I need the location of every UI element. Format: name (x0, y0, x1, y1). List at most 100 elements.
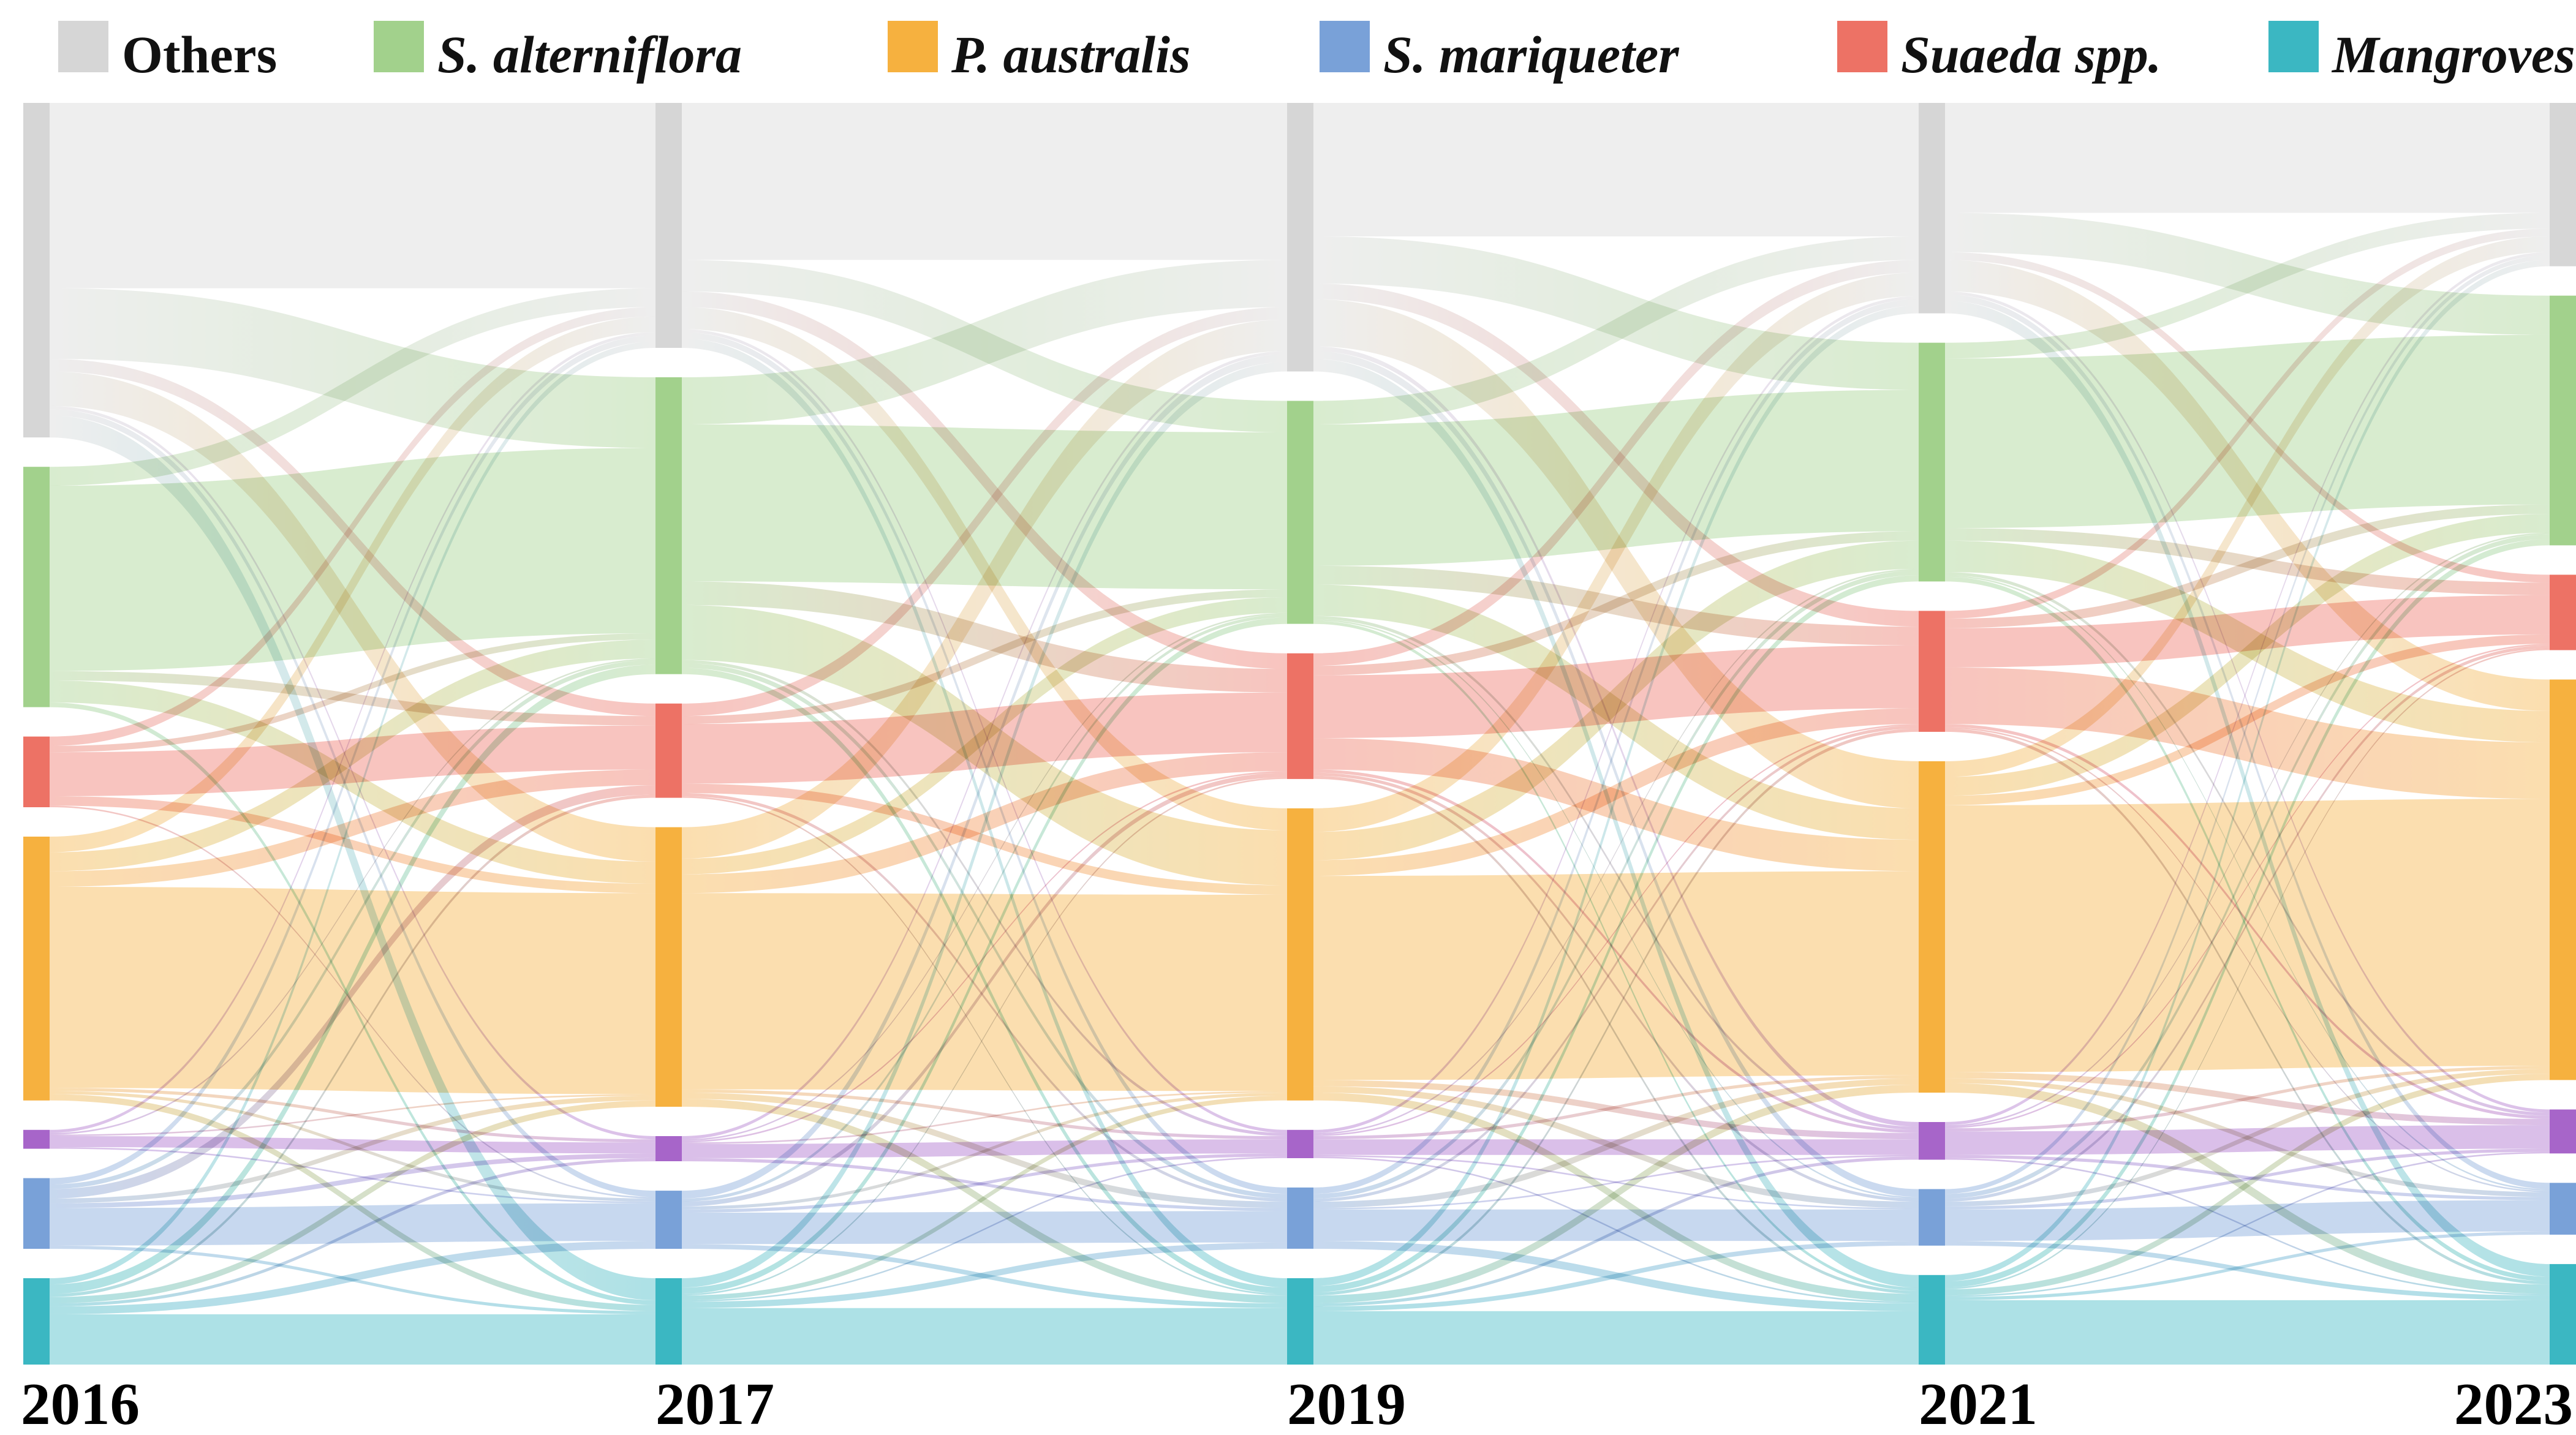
flow-2021-mangroves-to-2023-p-australis (1945, 1074, 2550, 1296)
flow-2016-s-mariqueter-to-2017-others (50, 335, 655, 1185)
node-2021-unlabeled-purple (1919, 1122, 1945, 1160)
flow-2017-p-australis-to-2019-others (682, 319, 1287, 859)
flow-2016-s-alterniflora-to-2017-s-alterniflora (50, 448, 655, 671)
flow-2016-mangroves-to-2017-s-alterniflora (50, 665, 655, 1294)
flow-2017-mangroves-to-2019-mangroves (682, 1308, 1287, 1365)
flow-2019-p-australis-to-2021-others (1313, 273, 1919, 832)
flow-2019-mangroves-to-2021-unlabeled-purple (1313, 1156, 1919, 1307)
node-2021-s-alterniflora (1919, 342, 1945, 582)
node-2019-mangroves (1287, 1278, 1313, 1365)
year-label-2021: 2021 (1919, 1371, 2038, 1435)
legend-label-s-alterniflora: S. alterniflora (437, 25, 742, 84)
flow-2016-others-to-2017-mangroves (50, 415, 655, 1300)
flow-2019-unlabeled-purple-to-2021-suaeda-spp (1313, 724, 1919, 1136)
flow-2019-others-to-2021-unlabeled-purple (1313, 346, 1919, 1127)
flow-2017-unlabeled-purple-to-2019-p-australis (682, 1091, 1287, 1144)
flow-2021-s-mariqueter-to-2023-p-australis (1945, 1069, 2550, 1207)
flow-2021-suaeda-spp-to-2023-s-alterniflora (1945, 504, 2550, 628)
node-2021-p-australis (1919, 761, 1945, 1093)
flow-2019-mangroves-to-2021-s-mariqueter (1313, 1241, 1919, 1311)
flow-2021-others-to-2023-others (1945, 103, 2550, 213)
year-label-2023: 2023 (2454, 1371, 2573, 1435)
year-label-2019: 2019 (1287, 1371, 1406, 1435)
sankey-plot (23, 103, 2576, 1365)
flow-2021-suaeda-spp-to-2023-suaeda-spp (1945, 595, 2550, 668)
flow-2016-others-to-2017-s-alterniflora (50, 288, 655, 448)
flow-2017-p-australis-to-2019-s-alterniflora (682, 597, 1287, 875)
flow-2021-suaeda-spp-to-2023-p-australis (1945, 667, 2550, 799)
flow-2016-unlabeled-purple-to-2017-others (50, 332, 655, 1133)
year-label-2016: 2016 (21, 1371, 140, 1435)
flow-2021-s-alterniflora-to-2023-others (1945, 213, 2550, 359)
flow-2016-s-mariqueter-to-2017-p-australis (50, 1096, 655, 1203)
node-2016-s-mariqueter (23, 1178, 50, 1249)
flow-2021-unlabeled-purple-to-2023-p-australis (1945, 1066, 2550, 1132)
year-label-2017: 2017 (655, 1371, 774, 1435)
flow-2019-unlabeled-purple-to-2021-others (1313, 296, 1919, 1133)
flow-2019-s-mariqueter-to-2021-suaeda-spp (1313, 725, 1919, 1202)
flow-2019-mangroves-to-2021-others (1313, 305, 1919, 1286)
flow-2019-others-to-2021-s-mariqueter (1313, 351, 1919, 1197)
flow-2019-s-mariqueter-to-2021-p-australis (1313, 1078, 1919, 1208)
flow-2019-unlabeled-purple-to-2021-p-australis (1313, 1075, 1919, 1140)
flow-2016-suaeda-spp-to-2017-s-alterniflora (50, 633, 655, 753)
flow-2016-mangroves-to-2017-mangroves (50, 1314, 655, 1365)
legend-label-p-australis: P. australis (951, 25, 1190, 84)
flow-2017-suaeda-spp-to-2019-p-australis (682, 783, 1287, 895)
flow-2021-p-australis-to-2023-p-australis (1945, 799, 2550, 1072)
flow-2017-s-mariqueter-to-2019-suaeda-spp (682, 772, 1287, 1207)
flow-2016-mangroves-to-2017-suaeda-spp (50, 794, 655, 1297)
node-2017-suaeda-spp (655, 703, 682, 798)
flow-2017-others-to-2019-mangroves (682, 338, 1287, 1288)
node-2016-others (23, 103, 50, 438)
legend: Others S. alterniflora P. australis S. m… (58, 21, 2575, 84)
flow-2021-p-australis-to-2023-s-alterniflora (1945, 514, 2550, 796)
flow-2017-s-mariqueter-to-2019-s-alterniflora (682, 614, 1287, 1202)
node-2017-mangroves (655, 1278, 682, 1365)
flow-2017-s-mariqueter-to-2019-unlabeled-purple (682, 1153, 1287, 1213)
flow-2017-p-australis-to-2019-unlabeled-purple (682, 1089, 1287, 1140)
node-2016-suaeda-spp (23, 736, 50, 807)
node-2017-p-australis (655, 827, 682, 1107)
flow-2016-suaeda-spp-to-2017-p-australis (50, 796, 655, 894)
flow-2017-mangroves-to-2019-s-mariqueter (682, 1242, 1287, 1308)
flow-2016-others-to-2017-s-mariqueter (50, 409, 655, 1197)
flow-2016-s-alterniflora-to-2017-others (50, 288, 655, 486)
flow-2019-p-australis-to-2021-unlabeled-purple (1313, 1080, 1919, 1140)
flow-2016-unlabeled-purple-to-2017-unlabeled-purple (50, 1136, 655, 1154)
flow-2016-s-mariqueter-to-2017-s-alterniflora (50, 660, 655, 1189)
flow-2019-mangroves-to-2021-suaeda-spp (1313, 728, 1919, 1296)
flow-2017-p-australis-to-2019-p-australis (682, 893, 1287, 1091)
node-2019-others (1287, 103, 1313, 372)
flow-2016-suaeda-spp-to-2017-others (50, 307, 655, 746)
flow-2016-s-alterniflora-to-2017-suaeda-spp (50, 671, 655, 726)
flow-2019-s-mariqueter-to-2021-s-mariqueter (1313, 1209, 1919, 1241)
node-2021-mangroves (1919, 1275, 1945, 1365)
legend-swatch-others (58, 21, 108, 72)
flow-2016-mangroves-to-2017-p-australis (50, 1100, 655, 1303)
legend-swatch-s-mariqueter (1320, 21, 1370, 72)
flow-2016-s-mariqueter-to-2017-s-mariqueter (50, 1203, 655, 1246)
flow-2019-unlabeled-purple-to-2021-s-alterniflora (1313, 568, 1919, 1135)
flow-2017-suaeda-spp-to-2019-others (682, 307, 1287, 717)
flow-2017-others-to-2019-others (682, 103, 1287, 260)
flow-2021-s-mariqueter-to-2023-suaeda-spp (1945, 645, 2550, 1202)
flow-2021-s-mariqueter-to-2023-mangroves (1945, 1241, 2550, 1300)
flow-2016-s-mariqueter-to-2017-suaeda-spp (50, 785, 655, 1199)
legend-swatch-mangroves (2268, 21, 2319, 72)
flow-2021-s-mariqueter-to-2023-others (1945, 255, 2550, 1194)
flow-2017-suaeda-spp-to-2019-s-alterniflora (682, 589, 1287, 725)
node-2019-p-australis (1287, 808, 1313, 1101)
flow-2019-mangroves-to-2021-s-alterniflora (1313, 575, 1919, 1293)
flow-2019-s-mariqueter-to-2021-others (1313, 299, 1919, 1194)
flow-2016-unlabeled-purple-to-2017-s-mariqueter (50, 1147, 655, 1203)
legend-label-s-mariqueter: S. mariqueter (1383, 25, 1680, 84)
legend-label-mangroves: Mangroves (2331, 25, 2575, 84)
legend-swatch-s-alterniflora (374, 21, 424, 72)
flow-2016-mangroves-to-2017-unlabeled-purple (50, 1158, 655, 1307)
node-2021-suaeda-spp (1919, 611, 1945, 732)
node-2021-s-mariqueter (1919, 1189, 1945, 1246)
flow-2019-s-mariqueter-to-2021-unlabeled-purple (1313, 1154, 1919, 1210)
flow-2019-s-alterniflora-to-2021-s-alterniflora (1313, 390, 1919, 566)
